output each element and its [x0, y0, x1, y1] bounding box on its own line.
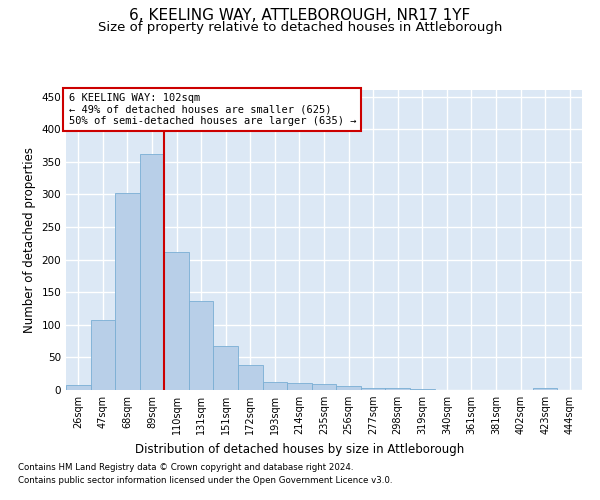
Bar: [312, 384, 336, 390]
Text: Size of property relative to detached houses in Attleborough: Size of property relative to detached ho…: [98, 21, 502, 34]
Bar: [336, 386, 361, 390]
Bar: [238, 365, 263, 390]
Text: Contains HM Land Registry data © Crown copyright and database right 2024.: Contains HM Land Registry data © Crown c…: [18, 464, 353, 472]
Bar: [214, 346, 238, 390]
Bar: [115, 193, 140, 390]
Bar: [189, 300, 214, 390]
Bar: [91, 320, 115, 390]
Bar: [263, 382, 287, 390]
Text: 6, KEELING WAY, ATTLEBOROUGH, NR17 1YF: 6, KEELING WAY, ATTLEBOROUGH, NR17 1YF: [130, 8, 470, 22]
Bar: [287, 384, 312, 390]
Bar: [140, 154, 164, 390]
Y-axis label: Number of detached properties: Number of detached properties: [23, 147, 36, 333]
Bar: [385, 388, 410, 390]
Bar: [361, 388, 385, 390]
Text: 6 KEELING WAY: 102sqm
← 49% of detached houses are smaller (625)
50% of semi-det: 6 KEELING WAY: 102sqm ← 49% of detached …: [68, 93, 356, 126]
Bar: [164, 252, 189, 390]
Text: Distribution of detached houses by size in Attleborough: Distribution of detached houses by size …: [136, 442, 464, 456]
Bar: [410, 388, 434, 390]
Bar: [533, 388, 557, 390]
Bar: [66, 385, 91, 390]
Text: Contains public sector information licensed under the Open Government Licence v3: Contains public sector information licen…: [18, 476, 392, 485]
